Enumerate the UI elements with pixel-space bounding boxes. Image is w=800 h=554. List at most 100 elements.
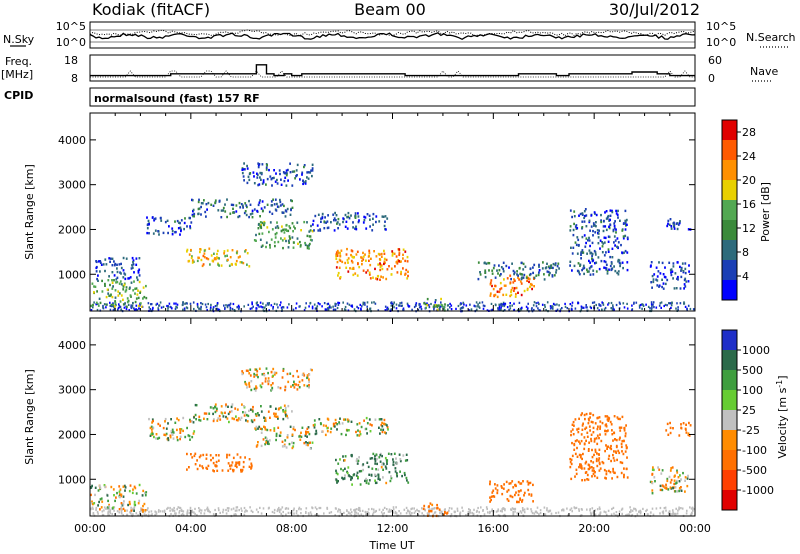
power-data-cell [291, 222, 294, 225]
velocity-data-cell [306, 442, 309, 445]
velocity-scatter-cell [234, 509, 237, 512]
power-data-cell [615, 228, 617, 231]
velocity-scatter-cell [293, 507, 295, 510]
power-data-cell [111, 264, 114, 267]
power-data-cell [237, 256, 240, 259]
power-scatter-cell [400, 304, 402, 307]
power-data-cell [519, 280, 522, 283]
velocity-data-cell [668, 475, 671, 479]
velocity-scatter-cell [113, 509, 115, 512]
power-scatter-cell [102, 304, 104, 308]
velocity-data-cell [284, 439, 287, 442]
velocity-scatter-cell [441, 510, 443, 513]
power-data-cell [440, 297, 442, 301]
velocity-data-cell [377, 468, 380, 471]
power-data-cell [572, 233, 575, 237]
velocity-data-cell [212, 469, 214, 472]
power-data-cell [407, 274, 409, 278]
power-data-cell [398, 260, 400, 263]
velocity-data-cell [131, 491, 134, 495]
power-data-cell [287, 168, 289, 172]
power-data-cell [538, 263, 540, 267]
velocity-data-cell [192, 421, 195, 424]
power-data-cell [494, 284, 496, 288]
velocity-data-cell [351, 483, 353, 486]
power-data-cell [108, 294, 111, 297]
velocity-scatter-cell [289, 511, 292, 514]
velocity-data-cell [582, 452, 584, 456]
velocity-scatter-cell [108, 514, 111, 517]
velocity-data-cell [172, 437, 175, 440]
velocity-scatter-cell [133, 508, 135, 511]
velocity-data-cell [502, 487, 505, 490]
velocity-data-cell [345, 433, 347, 437]
velocity-data-cell [597, 453, 600, 456]
power-data-cell [137, 296, 140, 300]
velocity-data-cell [201, 465, 204, 468]
power-scatter-cell [615, 303, 618, 307]
power-scatter-cell [577, 302, 580, 305]
power-scatter-cell [477, 303, 479, 306]
power-data-cell [291, 236, 294, 239]
power-data-cell [191, 199, 194, 202]
power-data-cell [90, 304, 92, 308]
power-data-cell [248, 265, 251, 268]
velocity-data-cell [176, 428, 178, 432]
power-data-cell [214, 201, 216, 205]
power-scatter-cell [167, 305, 169, 308]
velocity-data-cell [673, 482, 676, 486]
velocity-scatter-cell [189, 509, 191, 512]
velocity-scatter-cell [126, 513, 129, 516]
power-scatter-cell [123, 306, 126, 309]
velocity-data-cell [224, 411, 226, 414]
power-data-cell [273, 241, 276, 244]
velocity-data-cell [157, 422, 160, 426]
velocity-data-cell [593, 474, 596, 478]
power-scatter-cell [504, 309, 506, 312]
velocity-data-cell [208, 412, 211, 415]
power-data-cell [683, 287, 685, 290]
velocity-data-cell [489, 496, 491, 499]
velocity-scatter-cell [441, 512, 443, 515]
power-data-cell [688, 270, 690, 273]
power-scatter-cell [430, 302, 432, 306]
velocity-data-cell [588, 419, 590, 422]
velocity-data-cell [423, 504, 426, 508]
velocity-scatter-cell [360, 513, 363, 516]
velocity-data-cell [389, 479, 392, 483]
power-data-cell [139, 302, 142, 305]
velocity-data-cell [336, 481, 338, 484]
velocity-data-cell [399, 459, 402, 463]
power-data-cell [283, 204, 285, 208]
power-data-cell [603, 266, 605, 269]
velocity-data-cell [263, 374, 266, 377]
velocity-data-cell [286, 434, 289, 437]
velocity-scatter-cell [504, 509, 506, 512]
power-data-cell [423, 302, 426, 305]
power-data-cell [207, 201, 210, 205]
power-scatter-cell [527, 302, 529, 305]
power-scatter-cell [556, 308, 559, 311]
power-data-cell [268, 210, 271, 214]
velocity-scatter-cell [243, 513, 246, 516]
velocity-scatter-cell [589, 509, 591, 512]
power-data-cell [569, 229, 572, 232]
power-data-cell [577, 238, 580, 242]
power-data-cell [260, 223, 262, 227]
power-data-cell [617, 241, 620, 244]
power-data-cell [97, 304, 100, 307]
velocity-data-cell [196, 459, 198, 462]
power-data-cell [617, 216, 619, 219]
velocity-data-cell [284, 409, 287, 412]
power-data-cell [569, 225, 572, 228]
power-data-cell [379, 278, 381, 281]
power-data-cell [158, 233, 160, 236]
velocity-data-cell [214, 406, 217, 409]
power-data-cell [243, 211, 246, 215]
power-data-cell [354, 212, 357, 215]
velocity-data-cell [616, 416, 619, 419]
power-data-cell [502, 261, 505, 264]
velocity-scatter-cell [610, 513, 613, 516]
power-data-cell [489, 283, 492, 286]
velocity-scatter-cell [629, 511, 631, 514]
